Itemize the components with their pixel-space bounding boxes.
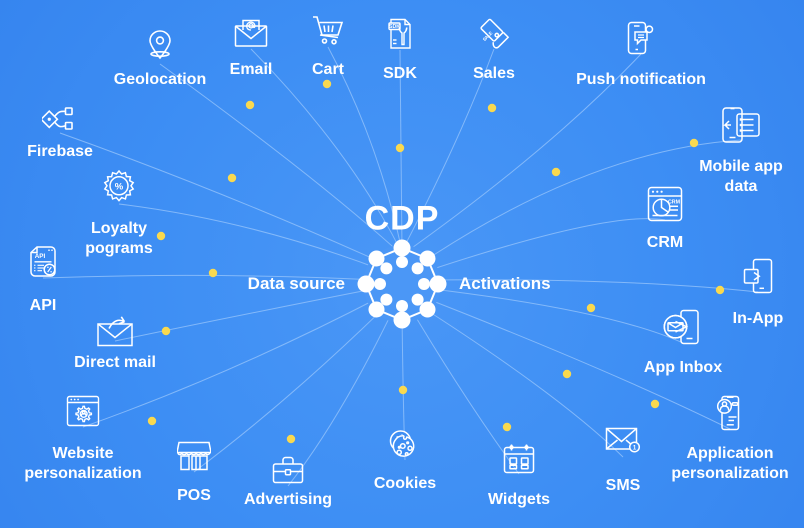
svg-text:API: API bbox=[35, 253, 46, 260]
svg-text:SALE: SALE bbox=[482, 31, 494, 43]
svg-text:%: % bbox=[115, 181, 124, 192]
svg-text:CRM: CRM bbox=[668, 200, 681, 206]
svg-text:SDK: SDK bbox=[389, 24, 400, 30]
